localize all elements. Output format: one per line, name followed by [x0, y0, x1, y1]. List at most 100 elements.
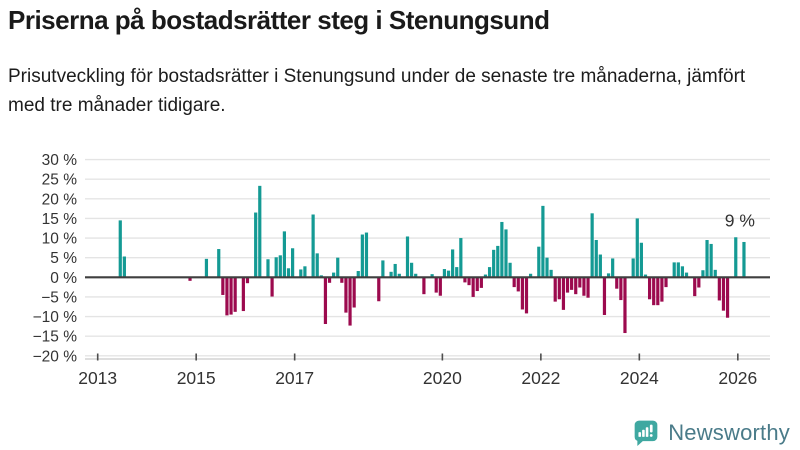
bar — [487, 267, 492, 278]
bar — [545, 257, 549, 278]
bar — [414, 273, 418, 278]
bar — [352, 277, 356, 308]
bar — [496, 245, 500, 278]
chart-subtitle: Prisutveckling för bostadsrätter i Stenu… — [8, 66, 746, 116]
bar — [701, 270, 705, 278]
bar — [323, 277, 328, 325]
x-tick-label: 2017 — [275, 368, 314, 388]
newsworthy-chart-bubble-icon — [634, 420, 658, 446]
bar — [734, 237, 738, 278]
bar — [471, 277, 475, 297]
bar — [570, 277, 574, 290]
bar — [381, 260, 385, 278]
bar — [446, 270, 451, 278]
bar — [635, 218, 639, 278]
bar — [549, 269, 553, 278]
bar — [278, 255, 282, 278]
x-tick-label: 2022 — [521, 368, 560, 388]
bar — [680, 266, 685, 278]
bar — [684, 272, 689, 278]
bar — [364, 232, 369, 278]
x-tick-label: 2024 — [620, 368, 659, 388]
bar — [221, 277, 225, 295]
bar — [225, 277, 229, 316]
bar — [455, 267, 459, 278]
page-title: Priserna på bostadsrätter steg i Stenung… — [8, 5, 550, 35]
bar — [615, 277, 619, 289]
bar — [639, 242, 643, 278]
bar — [705, 240, 709, 278]
bar — [598, 254, 602, 278]
bar — [709, 243, 713, 278]
bar — [229, 277, 233, 315]
bar — [467, 277, 471, 286]
bar — [676, 262, 680, 278]
y-tick-label: 30 % — [42, 152, 78, 169]
y-tick-label: 15 % — [42, 211, 78, 228]
bar — [270, 277, 274, 297]
y-tick-label: −10 % — [33, 309, 78, 326]
x-tick-label: 2026 — [718, 368, 757, 388]
bar — [282, 231, 286, 278]
bar — [233, 277, 237, 312]
latest-value-label: 9 % — [725, 210, 755, 230]
bar — [631, 258, 635, 278]
bar — [516, 277, 520, 292]
bar — [520, 277, 524, 310]
bar — [377, 277, 381, 302]
bar — [647, 277, 652, 300]
bar — [118, 220, 122, 278]
bar — [340, 277, 344, 283]
bar — [258, 185, 262, 278]
bar — [344, 277, 348, 313]
bar — [725, 277, 730, 318]
bar — [254, 212, 258, 278]
bar — [397, 273, 401, 278]
bar — [479, 277, 483, 288]
bar — [742, 241, 746, 278]
bar — [332, 272, 336, 278]
bar — [565, 277, 570, 293]
bar — [245, 277, 250, 284]
bar — [574, 277, 578, 295]
y-tick-label: −15 % — [33, 329, 78, 346]
bar — [327, 277, 332, 283]
bar — [557, 277, 561, 300]
bar — [241, 277, 245, 312]
bar — [266, 259, 270, 278]
bar — [602, 277, 607, 315]
bar — [693, 277, 697, 297]
bar — [475, 277, 479, 292]
y-tick-label: 25 % — [42, 172, 78, 189]
x-tick-label: 2013 — [78, 368, 117, 388]
bar — [188, 277, 192, 281]
newsworthy-logo: Newsworthy — [633, 419, 790, 446]
bar — [619, 277, 623, 301]
bar — [459, 238, 463, 278]
y-tick-label: 20 % — [42, 191, 78, 208]
bar — [553, 277, 557, 302]
bar — [286, 268, 291, 278]
y-tick-label: −5 % — [41, 289, 77, 306]
bar — [656, 277, 660, 306]
bar — [672, 262, 676, 278]
bar — [643, 274, 648, 278]
bar — [303, 266, 307, 278]
bar — [291, 248, 295, 278]
bar — [594, 240, 598, 278]
bar — [508, 262, 512, 278]
bar — [528, 273, 533, 278]
bar — [512, 277, 516, 288]
bar — [590, 213, 594, 278]
y-tick-label: 10 % — [42, 231, 78, 248]
bar — [611, 258, 615, 278]
bar — [336, 257, 340, 278]
x-tick-label: 2020 — [423, 368, 462, 388]
x-tick-label: 2015 — [177, 368, 216, 388]
bar — [204, 258, 209, 278]
bar — [713, 269, 717, 278]
bar — [660, 277, 664, 302]
bar — [434, 277, 438, 293]
bar — [311, 214, 315, 278]
